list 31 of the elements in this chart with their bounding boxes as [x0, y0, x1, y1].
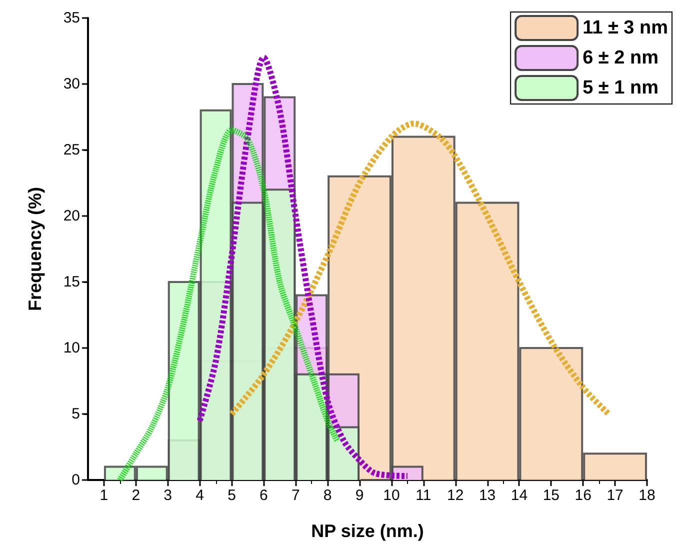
- x-tick-label: 16: [574, 487, 592, 504]
- y-tick-label: 10: [63, 340, 80, 356]
- x-tick-label: 1: [100, 487, 108, 504]
- x-tick-label: 15: [542, 487, 560, 504]
- y-tick-label: 0: [72, 472, 80, 488]
- x-tick-label: 13: [478, 487, 496, 504]
- x-tick-label: 7: [291, 487, 300, 504]
- y-tick-label: 30: [63, 76, 80, 92]
- x-tick-label: 17: [606, 487, 624, 504]
- y-tick-label: 20: [63, 208, 80, 224]
- x-tick-label: 3: [164, 487, 172, 504]
- y-tick-label: 25: [63, 142, 80, 158]
- x-tick-label: 8: [323, 487, 332, 504]
- x-tick-label: 14: [510, 487, 528, 504]
- x-tick-label: 10: [383, 487, 400, 504]
- x-tick-label: 18: [638, 487, 656, 504]
- y-tick-label: 35: [63, 10, 80, 26]
- x-tick-label: 11: [416, 487, 432, 504]
- x-axis-title: NP size (nm.): [311, 521, 424, 541]
- x-tick-label: 6: [260, 487, 268, 504]
- x-tick-label: 2: [132, 487, 140, 504]
- y-tick-label: 15: [63, 274, 80, 290]
- y-axis-title: Frequency (%): [25, 186, 45, 312]
- legend-label: 11 ± 3 nm: [582, 18, 668, 38]
- y-tick-label: 5: [72, 406, 80, 422]
- x-tick-label: 9: [355, 487, 364, 504]
- legend-label: 5 ± 1 nm: [582, 78, 658, 98]
- x-tick-label: 4: [196, 487, 204, 504]
- x-tick-label: 12: [447, 487, 464, 504]
- x-tick-label: 5: [228, 487, 236, 504]
- legend-label: 6 ± 2 nm: [582, 48, 658, 68]
